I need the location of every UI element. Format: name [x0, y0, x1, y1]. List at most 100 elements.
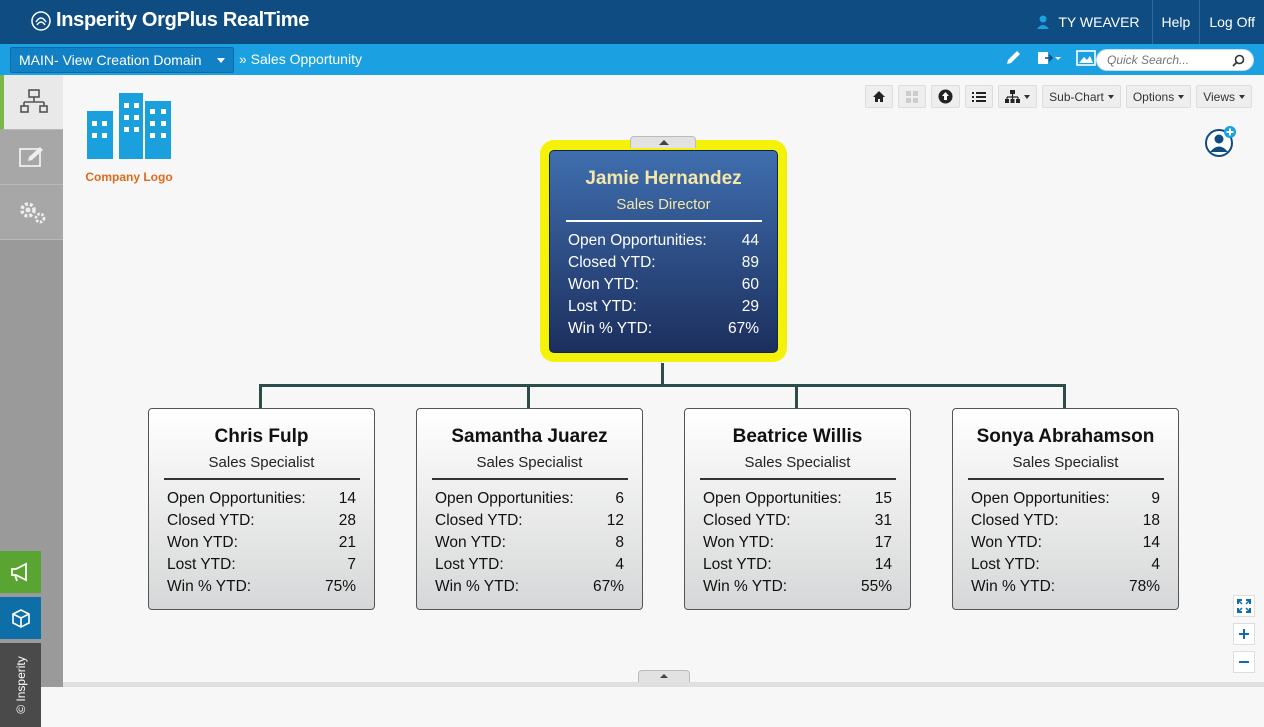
subchart-label: Sub-Chart — [1049, 89, 1104, 104]
stat-label: Lost YTD: — [435, 556, 504, 573]
buildings-logo-icon — [87, 93, 171, 159]
options-label: Options — [1132, 89, 1175, 104]
stat-value: 6 — [615, 490, 624, 507]
whats-new-button[interactable] — [0, 597, 41, 639]
stat-label: Lost YTD: — [703, 556, 772, 573]
help-link[interactable]: Help — [1161, 14, 1191, 30]
stat-label: Win % YTD: — [568, 320, 653, 337]
go-up-button[interactable] — [931, 85, 961, 108]
org-node-child[interactable]: Chris Fulp Sales Specialist Open Opportu… — [148, 408, 375, 610]
stat-value: 14 — [874, 556, 892, 573]
divider — [1199, 0, 1201, 44]
org-node-child[interactable]: Beatrice Willis Sales Specialist Open Op… — [684, 408, 911, 610]
node-title: Sales Specialist — [476, 454, 583, 471]
add-person-icon[interactable] — [1205, 126, 1237, 158]
zoom-in-button[interactable] — [1233, 623, 1255, 645]
chevron-down-icon — [1024, 94, 1031, 99]
chart-canvas[interactable]: Sub-Chart Options Views Company Logo — [63, 75, 1264, 687]
stat-value: 29 — [741, 298, 759, 315]
stat-label: Open Opportunities: — [971, 490, 1110, 507]
stat-row: Lost YTD: 7 — [167, 554, 356, 576]
image-icon[interactable] — [1076, 49, 1096, 67]
node-title: Sales Director — [616, 196, 711, 213]
zoom-out-button[interactable] — [1233, 651, 1255, 673]
org-node-child[interactable]: Samantha Juarez Sales Specialist Open Op… — [416, 408, 643, 610]
user-area: TY WEAVER Help Log Off — [1024, 0, 1264, 44]
expand-down-tab[interactable] — [638, 670, 690, 682]
org-node-root[interactable]: Jamie Hernandez Sales Director Open Oppo… — [549, 150, 778, 353]
bottom-border — [63, 682, 1264, 687]
chevron-down-icon — [1178, 94, 1185, 99]
stat-value: 4 — [1151, 556, 1160, 573]
export-icon[interactable] — [1036, 49, 1062, 67]
stat-value: 44 — [741, 232, 759, 249]
home-button[interactable] — [865, 85, 894, 108]
log-off-link[interactable]: Log Off — [1209, 14, 1255, 30]
divider — [565, 220, 762, 222]
list-button[interactable] — [965, 85, 994, 108]
node-name: Beatrice Willis — [732, 426, 863, 447]
stat-value: 14 — [1142, 534, 1160, 551]
rail-edit[interactable] — [0, 130, 63, 185]
stat-label: Won YTD: — [568, 276, 639, 293]
megaphone-icon — [10, 562, 27, 582]
node-name: Samantha Juarez — [451, 426, 608, 447]
stat-row: Open Opportunities: 44 — [568, 230, 759, 252]
chart-toolbar: Sub-Chart Options Views — [865, 85, 1252, 108]
app-title: Insperity OrgPlus RealTime — [56, 9, 310, 31]
node-title: Sales Specialist — [744, 454, 851, 471]
user-name: TY WEAVER — [1058, 14, 1140, 30]
quick-search-input[interactable] — [1107, 50, 1237, 70]
org-chart-icon — [19, 89, 48, 113]
insperity-logo-icon — [31, 10, 51, 31]
stat-row: Lost YTD: 4 — [435, 554, 624, 576]
stat-row: Open Opportunities: 15 — [703, 488, 892, 510]
connector-line — [527, 384, 530, 409]
org-node-child[interactable]: Sonya Abrahamson Sales Specialist Open O… — [952, 408, 1179, 610]
views-label: Views — [1203, 89, 1235, 104]
stat-row: Win % YTD: 75% — [167, 576, 356, 598]
divider — [699, 478, 896, 480]
stat-value: 75% — [324, 578, 356, 595]
rail-settings[interactable] — [0, 185, 63, 240]
stat-row: Lost YTD: 29 — [568, 296, 759, 318]
hierarchy-button[interactable] — [998, 85, 1038, 108]
expand-up-tab[interactable] — [630, 136, 696, 148]
stat-value: 7 — [347, 556, 356, 573]
breadcrumb[interactable]: » Sales Opportunity — [239, 51, 362, 67]
domain-select[interactable]: MAIN- View Creation Domain — [10, 47, 234, 73]
options-menu[interactable]: Options — [1125, 85, 1192, 108]
announcements-button[interactable] — [0, 551, 41, 593]
subchart-menu[interactable]: Sub-Chart — [1042, 85, 1121, 108]
arrow-up-circle-icon — [938, 89, 953, 104]
stat-value: 18 — [1142, 512, 1160, 529]
stat-value: 28 — [338, 512, 356, 529]
expand-icon — [1237, 599, 1251, 613]
stat-row: Won YTD: 14 — [971, 532, 1160, 554]
stat-row: Closed YTD: 12 — [435, 510, 624, 532]
quick-search — [1096, 49, 1254, 71]
stat-label: Win % YTD: — [971, 578, 1056, 595]
search-icon[interactable] — [1232, 54, 1245, 67]
node-name: Jamie Hernandez — [585, 168, 742, 189]
connector-line — [661, 363, 664, 385]
views-menu[interactable]: Views — [1196, 85, 1252, 108]
layout-button[interactable] — [898, 85, 927, 108]
fit-to-screen-button[interactable] — [1233, 595, 1255, 617]
app-brand[interactable]: Insperity OrgPlus RealTime — [30, 9, 309, 32]
pencil-icon[interactable] — [1004, 49, 1022, 67]
domain-select-value: MAIN- View Creation Domain — [19, 52, 202, 68]
company-logo: Company Logo — [79, 89, 179, 184]
stat-label: Open Opportunities: — [568, 232, 707, 249]
divider — [431, 478, 628, 480]
stat-label: Closed YTD: — [703, 512, 791, 529]
stat-label: Win % YTD: — [167, 578, 252, 595]
node-stats: Open Opportunities: 9 Closed YTD: 18 Won Y… — [971, 488, 1160, 598]
rail-org-chart[interactable] — [0, 75, 63, 130]
grid-icon — [906, 90, 919, 103]
stat-label: Win % YTD: — [435, 578, 520, 595]
stat-label: Won YTD: — [703, 534, 774, 551]
user-menu[interactable]: TY WEAVER — [1024, 0, 1151, 44]
stat-label: Open Opportunities: — [167, 490, 306, 507]
stat-value: 55% — [860, 578, 892, 595]
